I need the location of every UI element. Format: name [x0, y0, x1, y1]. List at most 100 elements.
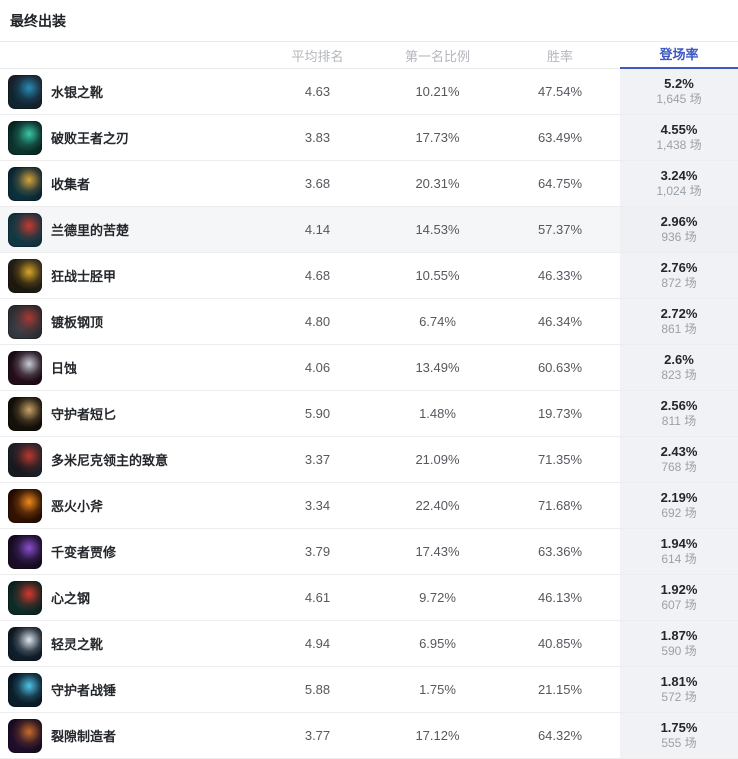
item-name: 镀板钢顶 — [51, 315, 104, 330]
item-name: 多米尼克领主的致意 — [51, 453, 169, 468]
games-count: 1,024 场 — [656, 184, 702, 198]
first-place-rate-value: 6.95% — [419, 636, 456, 651]
lord-dominiks-regards-icon — [8, 442, 42, 477]
pick-rate-cell: 2.72% 861 场 — [620, 299, 738, 344]
first-place-rate-value: 6.74% — [419, 314, 456, 329]
column-header-avg-rank[interactable]: 平均排名 — [291, 48, 344, 64]
heartsteel-icon — [8, 580, 42, 615]
games-count: 861 场 — [661, 322, 697, 336]
pick-rate-cell: 1.92% 607 场 — [620, 575, 738, 620]
table-row[interactable]: 日蚀 4.06 13.49% 60.63% 2.6% 823 场 — [0, 345, 738, 391]
table-row[interactable]: 守护者战锤 5.88 1.75% 21.15% 1.81% 572 场 — [0, 667, 738, 713]
item-cell: 裂隙制造者 — [0, 713, 260, 758]
avg-rank-value: 3.77 — [304, 728, 331, 743]
item-cell: 恶火小斧 — [0, 483, 260, 528]
item-cell: 心之钢 — [0, 575, 260, 620]
win-rate-value: 46.13% — [537, 590, 583, 605]
table-row[interactable]: 水银之靴 4.63 10.21% 47.54% 5.2% 1,645 场 — [0, 69, 738, 115]
games-count: 936 场 — [661, 230, 697, 244]
win-rate-value: 71.68% — [537, 498, 583, 513]
column-header-pick-rate[interactable]: 登场率 — [620, 42, 738, 69]
games-count: 572 场 — [661, 690, 697, 704]
avg-rank-value: 4.80 — [304, 314, 331, 329]
avg-rank-value: 3.37 — [304, 452, 331, 467]
table-row[interactable]: 千变者贾修 3.79 17.43% 63.36% 1.94% 614 场 — [0, 529, 738, 575]
avg-rank-value: 4.63 — [304, 84, 331, 99]
item-name: 裂隙制造者 — [51, 729, 117, 744]
table-row[interactable]: 收集者 3.68 20.31% 64.75% 3.24% 1,024 场 — [0, 161, 738, 207]
table-row[interactable]: 守护者短匕 5.90 1.48% 19.73% 2.56% 811 场 — [0, 391, 738, 437]
item-cell: 多米尼克领主的致意 — [0, 437, 260, 482]
liandrys-torment-icon — [8, 212, 42, 247]
first-place-rate-value: 22.40% — [415, 498, 460, 513]
table-row[interactable]: 多米尼克领主的致意 3.37 21.09% 71.35% 2.43% 768 场 — [0, 437, 738, 483]
games-count: 1,438 场 — [656, 138, 702, 152]
pick-rate-value: 1.87% — [660, 628, 698, 643]
win-rate-value: 46.34% — [537, 314, 583, 329]
pick-rate-cell: 1.94% 614 场 — [620, 529, 738, 574]
avg-rank-value: 3.83 — [304, 130, 331, 145]
item-cell: 日蚀 — [0, 345, 260, 390]
table-header: 平均排名 第一名比例 胜率 登场率 — [0, 41, 738, 69]
avg-rank-value: 5.90 — [304, 406, 331, 421]
table-row[interactable]: 裂隙制造者 3.77 17.12% 64.32% 1.75% 555 场 — [0, 713, 738, 759]
pick-rate-cell: 2.19% 692 场 — [620, 483, 738, 528]
table-row[interactable]: 恶火小斧 3.34 22.40% 71.68% 2.19% 692 场 — [0, 483, 738, 529]
pick-rate-cell: 2.6% 823 场 — [620, 345, 738, 390]
avg-rank-value: 4.61 — [304, 590, 331, 605]
win-rate-value: 40.85% — [537, 636, 583, 651]
win-rate-value: 71.35% — [537, 452, 583, 467]
win-rate-value: 47.54% — [537, 84, 583, 99]
table-row[interactable]: 轻灵之靴 4.94 6.95% 40.85% 1.87% 590 场 — [0, 621, 738, 667]
win-rate-value: 64.32% — [537, 728, 583, 743]
games-count: 607 场 — [661, 598, 697, 612]
first-place-rate-value: 21.09% — [415, 452, 460, 467]
first-place-rate-value: 14.53% — [415, 222, 460, 237]
guardians-hammer-icon — [8, 672, 42, 707]
column-header-first-place-rate[interactable]: 第一名比例 — [404, 48, 470, 64]
pick-rate-value: 4.55% — [660, 122, 698, 137]
pick-rate-cell: 2.56% 811 场 — [620, 391, 738, 436]
avg-rank-value: 4.06 — [304, 360, 331, 375]
avg-rank-value: 4.14 — [304, 222, 331, 237]
games-count: 692 场 — [661, 506, 697, 520]
item-cell: 守护者战锤 — [0, 667, 260, 712]
first-place-rate-value: 17.73% — [415, 130, 460, 145]
swift-boots-icon — [8, 626, 42, 661]
page-title: 最终出装 — [10, 13, 66, 29]
table-row[interactable]: 狂战士胫甲 4.68 10.55% 46.33% 2.76% 872 场 — [0, 253, 738, 299]
first-place-rate-value: 10.55% — [415, 268, 460, 283]
games-count: 823 场 — [661, 368, 697, 382]
table-row[interactable]: 心之钢 4.61 9.72% 46.13% 1.92% 607 场 — [0, 575, 738, 621]
column-header-win-rate[interactable]: 胜率 — [546, 48, 573, 64]
win-rate-value: 63.36% — [537, 544, 583, 559]
avg-rank-value: 3.79 — [304, 544, 331, 559]
avg-rank-value: 5.88 — [304, 682, 331, 697]
games-count: 555 场 — [661, 736, 697, 750]
pick-rate-cell: 1.81% 572 场 — [620, 667, 738, 712]
first-place-rate-value: 20.31% — [415, 176, 460, 191]
win-rate-value: 21.15% — [537, 682, 583, 697]
games-count: 872 场 — [661, 276, 697, 290]
table-row[interactable]: 兰德里的苦楚 4.14 14.53% 57.37% 2.96% 936 场 — [0, 207, 738, 253]
pick-rate-value: 2.43% — [660, 444, 698, 459]
item-name: 破败王者之刃 — [51, 131, 130, 146]
berserkers-greaves-icon — [8, 258, 42, 293]
item-name: 收集者 — [51, 177, 91, 192]
eclipse-icon — [8, 350, 42, 385]
table-row[interactable]: 镀板钢顶 4.80 6.74% 46.34% 2.72% 861 场 — [0, 299, 738, 345]
first-place-rate-value: 9.72% — [419, 590, 456, 605]
pick-rate-cell: 2.96% 936 场 — [620, 207, 738, 252]
first-place-rate-value: 17.43% — [415, 544, 460, 559]
table-row[interactable]: 破败王者之刃 3.83 17.73% 63.49% 4.55% 1,438 场 — [0, 115, 738, 161]
games-count: 1,645 场 — [656, 92, 702, 106]
item-name: 恶火小斧 — [51, 499, 104, 514]
avg-rank-value: 3.68 — [304, 176, 331, 191]
pick-rate-cell: 2.43% 768 场 — [620, 437, 738, 482]
games-count: 590 场 — [661, 644, 697, 658]
win-rate-value: 60.63% — [537, 360, 583, 375]
item-name: 狂战士胫甲 — [51, 269, 117, 284]
win-rate-value: 19.73% — [537, 406, 583, 421]
first-place-rate-value: 17.12% — [415, 728, 460, 743]
